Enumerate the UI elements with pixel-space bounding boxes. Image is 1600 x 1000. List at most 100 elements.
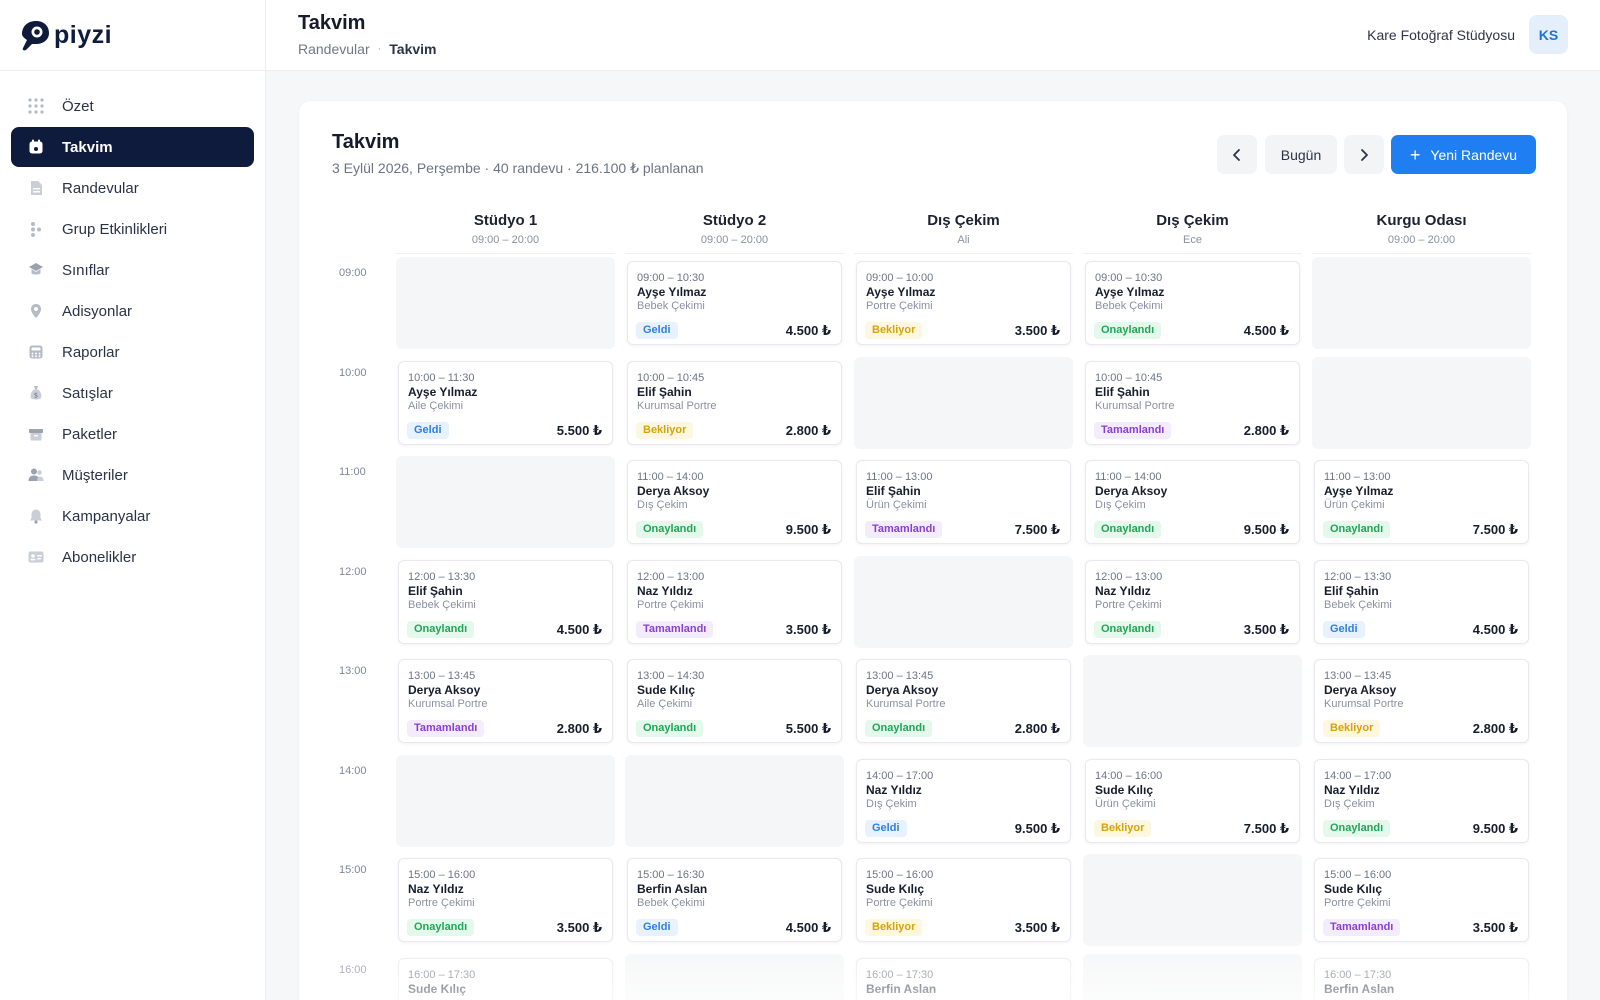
column-header[interactable]: Kurgu Odası 09:00 – 20:00 (1312, 208, 1531, 254)
empty-slot[interactable] (625, 953, 844, 1000)
appointment-price: 4.500 ₺ (785, 920, 831, 935)
empty-slot[interactable] (1083, 854, 1302, 946)
empty-slot[interactable] (625, 754, 844, 847)
appointment-price: 7.500 ₺ (1014, 522, 1060, 537)
sidebar-item-users[interactable]: Müşteriler (11, 455, 254, 495)
appointment-price: 7.500 ₺ (1243, 820, 1289, 836)
column-header[interactable]: Dış Çekim Ali (854, 208, 1073, 254)
next-day-button[interactable] (1344, 135, 1384, 174)
avatar[interactable]: KS (1529, 15, 1568, 54)
appointment-card[interactable]: 15:00 – 16:00 Naz Yıldız Portre Çekimi Onay… (398, 858, 613, 942)
today-button[interactable]: Bugün (1265, 135, 1337, 174)
status-badge: Geldi (1323, 620, 1365, 638)
appointment-card[interactable]: 16:00 – 17:30 Berfin Aslan (1314, 957, 1529, 1000)
sidebar-item-money-bag[interactable]: $ Satışlar (11, 373, 254, 413)
appointment-time: 16:00 – 17:30 (1324, 968, 1392, 981)
appointment-price: 2.800 ₺ (1243, 422, 1289, 438)
empty-slot[interactable] (1083, 655, 1302, 747)
empty-slot[interactable] (1312, 257, 1531, 349)
appointment-card[interactable]: 16:00 – 17:30 Berfin Aslan (856, 957, 1071, 1000)
status-badge: Bekliyor (1094, 819, 1152, 837)
chevron-right-icon (1361, 148, 1368, 161)
sidebar-item-group[interactable]: Grup Etkinlikleri (11, 209, 254, 249)
appointment-card[interactable]: 10:00 – 10:45 Elif Şahin Kurumsal Portre Be… (627, 360, 842, 445)
appointment-price: 2.800 ₺ (1472, 721, 1518, 736)
appointment-card[interactable]: 12:00 – 13:30 Elif Şahin Bebek Çekimi Geldi… (1314, 559, 1529, 644)
empty-slot[interactable] (396, 456, 615, 548)
sidebar-item-id-card[interactable]: Abonelikler (11, 537, 254, 577)
sidebar-item-document[interactable]: Randevular (11, 168, 254, 208)
appointment-price: 5.500 ₺ (556, 422, 602, 438)
customer-name: Ayşe Yılmaz (1095, 285, 1165, 299)
sidebar-item-box[interactable]: Paketler (11, 414, 254, 454)
column-subtitle: Ali (957, 234, 970, 246)
time-label: 10:00 (339, 366, 367, 379)
sidebar-item-calculator[interactable]: Raporlar (11, 332, 254, 372)
appointment-card[interactable]: 10:00 – 10:45 Elif Şahin Kurumsal Portre Ta… (1085, 360, 1300, 445)
logo[interactable]: piyzi (0, 0, 265, 71)
appointment-card[interactable]: 14:00 – 16:00 Sude Kılıç Ürün Çekimi Bekliy… (1085, 758, 1300, 843)
appointment-card[interactable]: 11:00 – 13:00 Ayşe Yılmaz Ürün Çekimi Onayl… (1314, 460, 1529, 544)
status-badge: Tamamlandı (1094, 421, 1172, 439)
brand-name: piyzi (54, 20, 113, 49)
appointment-price: 3.500 ₺ (785, 621, 831, 637)
customer-name: Derya Aksoy (637, 484, 710, 498)
appointment-card[interactable]: 14:00 – 17:00 Naz Yıldız Dış Çekim Geldi 9.5… (856, 758, 1071, 843)
sidebar-item-location-pin[interactable]: Adisyonlar (11, 291, 254, 331)
sidebar-item-label: Randevular (62, 179, 139, 197)
service-name: Portre Çekimi (408, 897, 475, 909)
previous-day-button[interactable] (1217, 135, 1257, 174)
location-pin-icon (28, 303, 44, 319)
appointment-card[interactable]: 15:00 – 16:30 Berfin Aslan Bebek Çekimi Gel… (627, 858, 842, 942)
appointment-card[interactable]: 09:00 – 10:00 Ayşe Yılmaz Portre Çekimi Bek… (856, 261, 1071, 345)
empty-slot[interactable] (854, 356, 1073, 449)
column-header[interactable]: Dış Çekim Ece (1083, 208, 1302, 254)
appointment-card[interactable]: 09:00 – 10:30 Ayşe Yılmaz Bebek Çekimi Geld… (627, 261, 842, 345)
breadcrumb: Randevular · Takvim (298, 41, 437, 57)
sidebar-item-bell[interactable]: Kampanyalar (11, 496, 254, 536)
column-header[interactable]: Stüdyo 2 09:00 – 20:00 (625, 208, 844, 254)
appointment-card[interactable]: 12:00 – 13:00 Naz Yıldız Portre Çekimi Tama… (627, 559, 842, 644)
column-header[interactable]: Stüdyo 1 09:00 – 20:00 (396, 208, 615, 254)
studio-name[interactable]: Kare Fotoğraf Stüdyosu (1367, 27, 1515, 43)
appointment-card[interactable]: 13:00 – 14:30 Sude Kılıç Aile Çekimi Onayla… (627, 659, 842, 743)
status-badge: Bekliyor (636, 421, 694, 439)
empty-slot[interactable] (396, 754, 615, 847)
appointment-card[interactable]: 15:00 – 16:00 Sude Kılıç Portre Çekimi Bekl… (856, 858, 1071, 942)
appointment-card[interactable]: 11:00 – 14:00 Derya Aksoy Dış Çekim Onaylan… (627, 460, 842, 544)
service-name: Bebek Çekimi (1095, 300, 1163, 312)
appointment-card[interactable]: 09:00 – 10:30 Ayşe Yılmaz Bebek Çekimi Onay… (1085, 261, 1300, 345)
calendar-title: Takvim (332, 131, 400, 153)
empty-slot[interactable] (1083, 953, 1302, 1000)
empty-slot[interactable] (396, 257, 615, 349)
status-badge: Onaylandı (636, 720, 704, 737)
appointment-time: 14:00 – 17:00 (866, 769, 934, 782)
new-appointment-button[interactable]: + Yeni Randevu (1391, 135, 1536, 174)
sidebar-item-label: Abonelikler (62, 548, 137, 566)
service-name: Kurumsal Portre (408, 698, 488, 710)
appointment-card[interactable]: 11:00 – 13:00 Elif Şahin Ürün Çekimi Tamaml… (856, 460, 1071, 544)
sidebar-item-grid[interactable]: Özet (11, 86, 254, 126)
customer-name: Derya Aksoy (1324, 683, 1397, 697)
empty-slot[interactable] (854, 555, 1073, 648)
sidebar-item-calendar[interactable]: Takvim (11, 127, 254, 167)
empty-slot[interactable] (1312, 356, 1531, 449)
column-name: Kurgu Odası (1376, 212, 1467, 229)
time-label: 14:00 (339, 764, 367, 777)
appointment-time: 10:00 – 10:45 (1095, 371, 1163, 384)
appointment-card[interactable]: 16:00 – 17:30 Sude Kılıç (398, 957, 613, 1000)
appointment-card[interactable]: 13:00 – 13:45 Derya Aksoy Kurumsal Portre T… (398, 659, 613, 743)
sidebar-item-label: Kampanyalar (62, 507, 151, 525)
appointment-card[interactable]: 15:00 – 16:00 Sude Kılıç Portre Çekimi Tama… (1314, 858, 1529, 942)
breadcrumb-link-randevular[interactable]: Randevular (298, 41, 370, 57)
appointment-card[interactable]: 12:00 – 13:00 Naz Yıldız Portre Çekimi Onay… (1085, 559, 1300, 644)
calculator-icon (28, 344, 44, 360)
appointment-card[interactable]: 13:00 – 13:45 Derya Aksoy Kurumsal Portre B… (1314, 659, 1529, 743)
appointment-card[interactable]: 14:00 – 17:00 Naz Yıldız Dış Çekim Onayland… (1314, 758, 1529, 843)
appointment-card[interactable]: 13:00 – 13:45 Derya Aksoy Kurumsal Portre O… (856, 659, 1071, 743)
appointment-card[interactable]: 11:00 – 14:00 Derya Aksoy Dış Çekim Onaylan… (1085, 460, 1300, 544)
sidebar-item-graduation-cap[interactable]: Sınıflar (11, 250, 254, 290)
sidebar-item-label: Satışlar (62, 384, 113, 402)
appointment-card[interactable]: 12:00 – 13:30 Elif Şahin Bebek Çekimi Onayl… (398, 559, 613, 644)
appointment-card[interactable]: 10:00 – 11:30 Ayşe Yılmaz Aile Çekimi Geldi… (398, 360, 613, 445)
